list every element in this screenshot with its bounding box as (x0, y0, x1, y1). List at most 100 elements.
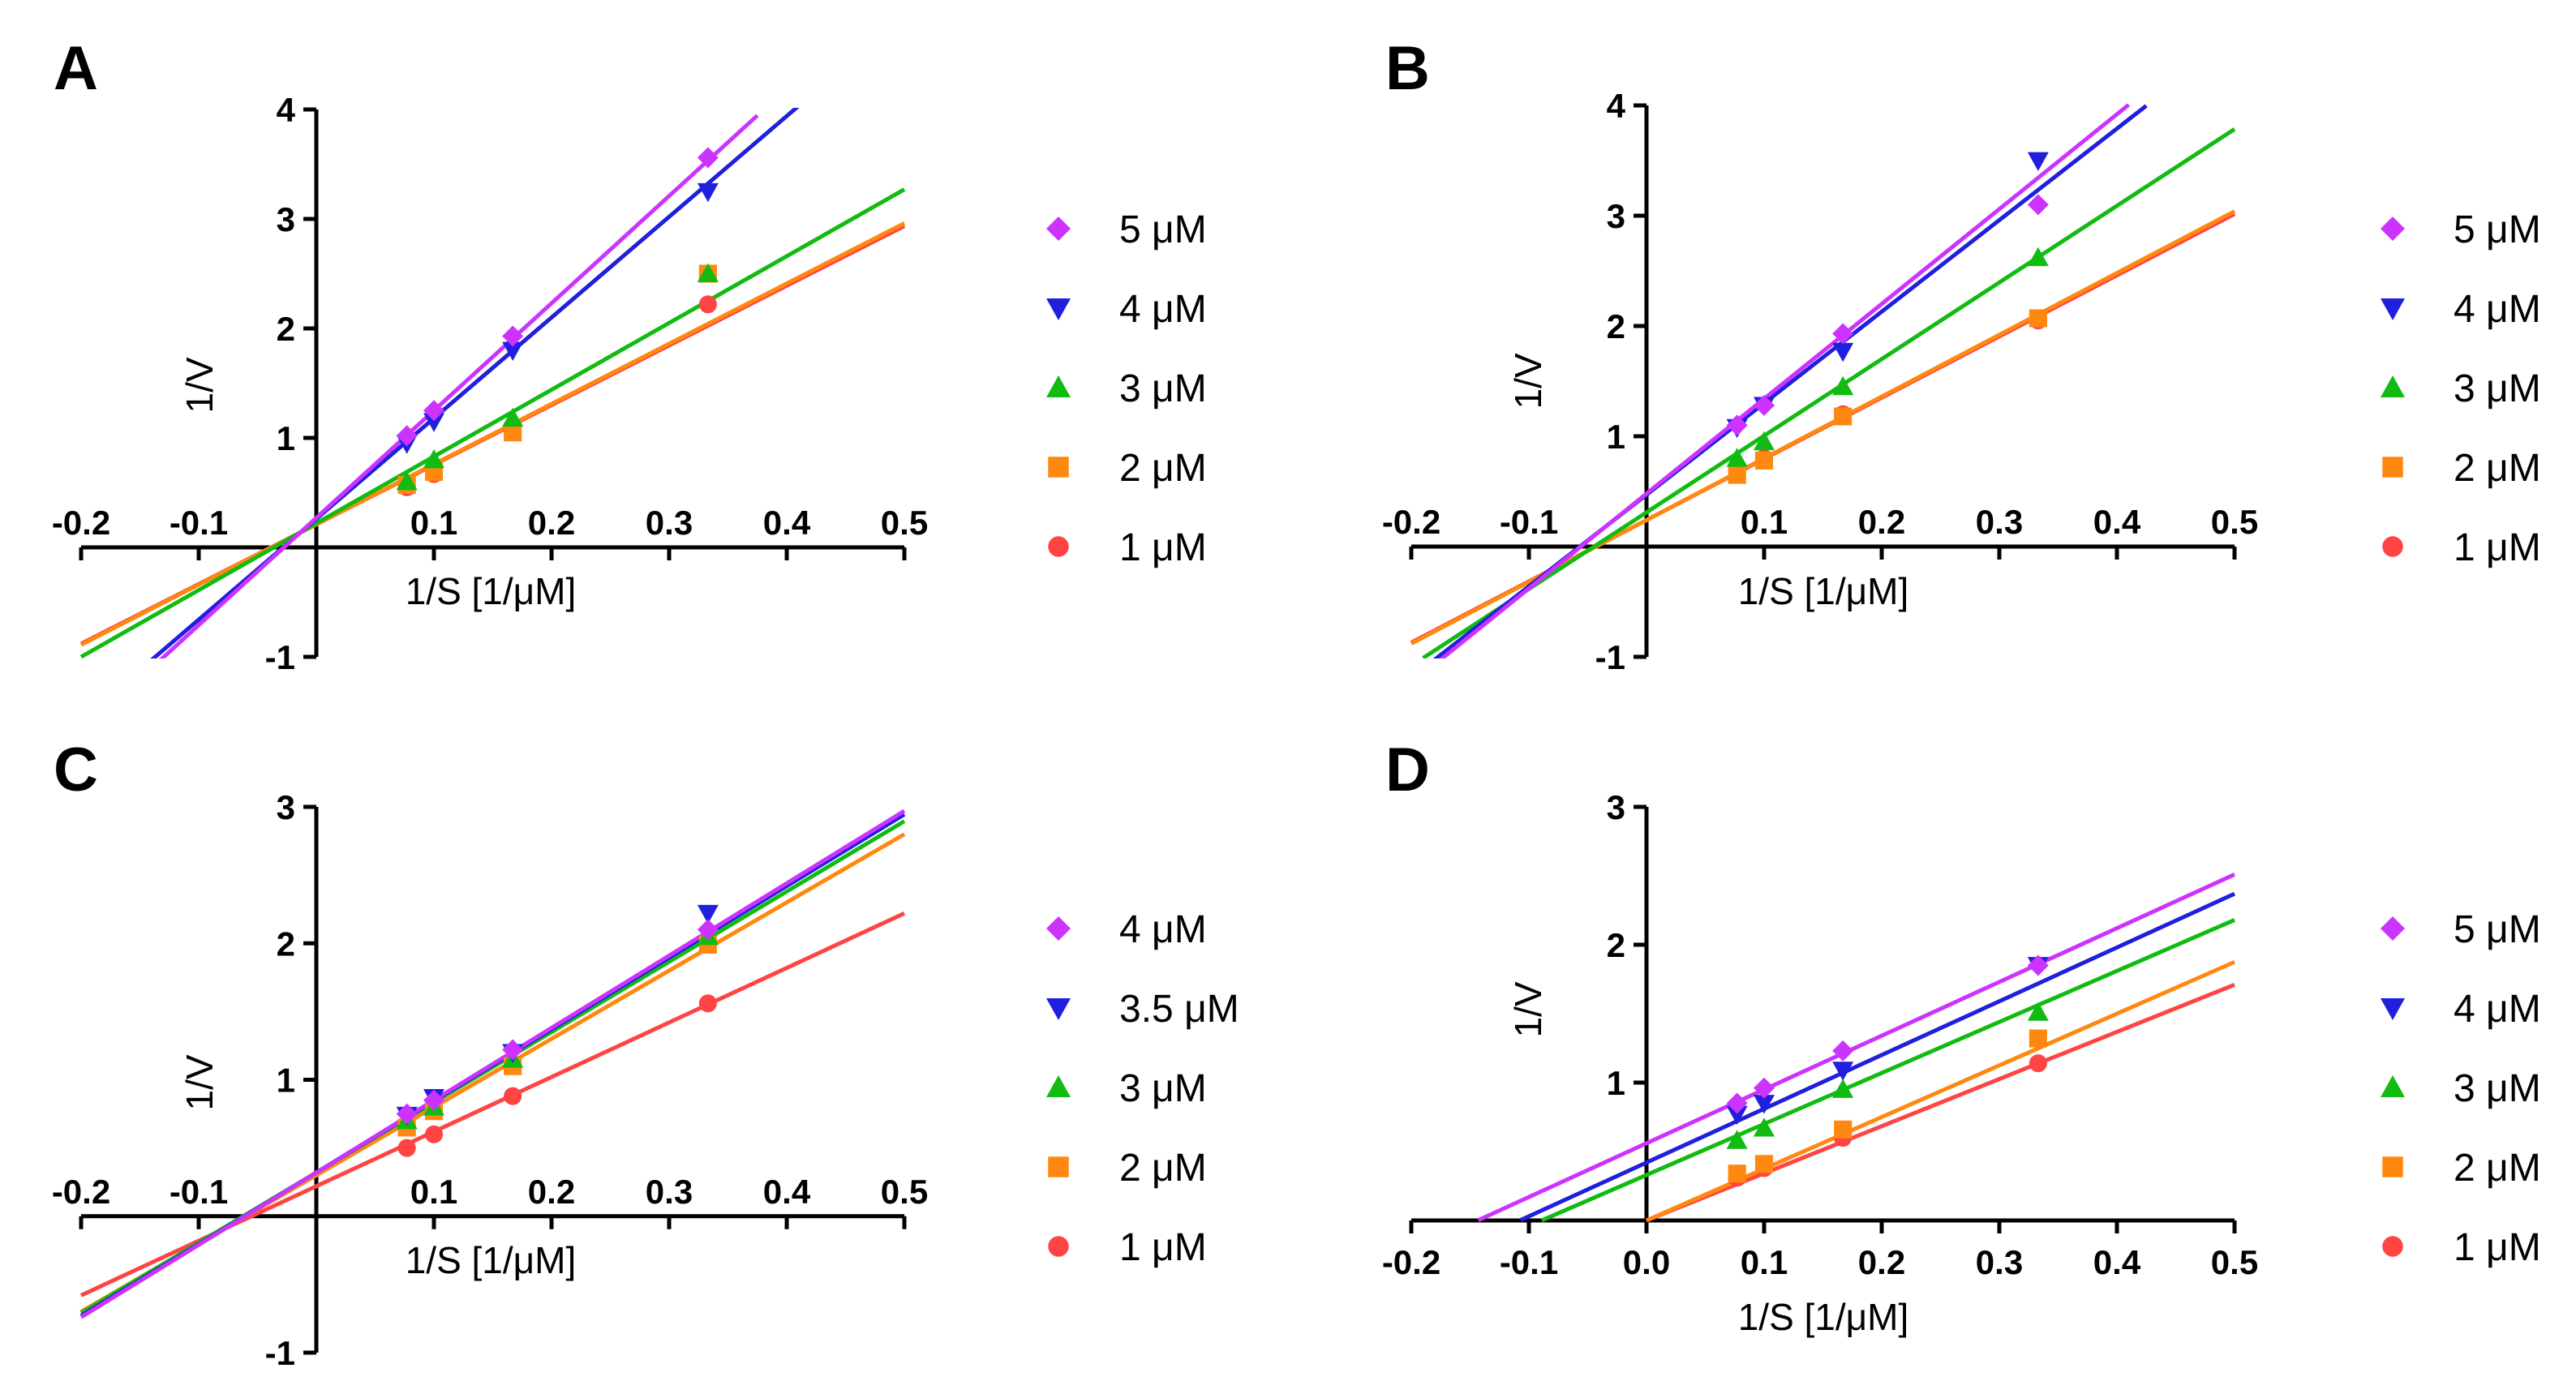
data-point (1754, 1077, 1775, 1099)
panel-letter: A (54, 34, 98, 103)
data-point (1754, 451, 1774, 470)
legend-label: 5 μM (2454, 208, 2541, 251)
legend-marker (2382, 1236, 2403, 1257)
y-tick-label: 3 (1607, 788, 1625, 826)
x-tick-label: 0.1 (410, 504, 457, 542)
x-tick-label: -0.1 (170, 1173, 228, 1211)
legend-label: 3 μM (1119, 367, 1207, 410)
data-point (502, 325, 524, 347)
legend-marker (1048, 1156, 1069, 1177)
x-tick-label: 0.4 (2093, 503, 2141, 541)
data-point (396, 425, 418, 447)
data-point (1754, 1117, 1775, 1137)
data-point (1726, 1092, 1748, 1114)
data-point (698, 295, 717, 314)
legend-marker (1046, 1075, 1071, 1097)
y-tick-label: -1 (265, 1334, 295, 1372)
legend-label: 3.5 μM (1119, 988, 1239, 1031)
data-point (396, 471, 418, 491)
legend-label: 4 μM (1119, 288, 1207, 331)
x-tick-label: 0.4 (763, 1173, 811, 1211)
legend-marker (2381, 998, 2405, 1020)
panel-letter: D (1385, 736, 1430, 804)
data-points (1726, 152, 2049, 484)
data-point (2027, 247, 2049, 267)
fit-line-3M (79, 187, 906, 658)
x-tick-label: -0.1 (1500, 503, 1558, 541)
data-point (1832, 1079, 1854, 1098)
data-point (1754, 431, 1775, 451)
data-point (1726, 414, 1748, 436)
data-point (504, 423, 522, 442)
y-tick-label: -1 (1595, 638, 1625, 676)
x-axis-label: 1/S [1/μM] (1738, 1296, 1909, 1338)
x-tick-label: 0.1 (410, 1173, 457, 1211)
x-tick-label: 0.1 (1741, 503, 1788, 541)
y-axis-label: 1/V (1507, 353, 1549, 409)
legend-label: 3 μM (2454, 367, 2541, 410)
data-point (1754, 394, 1775, 416)
y-tick-label: 1 (1607, 1064, 1625, 1102)
legend-marker (1046, 916, 1071, 941)
y-tick-label: 3 (277, 200, 295, 238)
legend-marker (2381, 375, 2405, 397)
x-tick-label: 0.4 (2093, 1243, 2141, 1281)
x-axis-label: 1/S [1/μM] (406, 1239, 577, 1281)
panel-a: A -0.2 -0.1 0.1 0.2 0.3 0.4 0.5 -1 1 2 3 4 1/V 1/S [1/… (52, 34, 1207, 676)
y-tick-label: 1 (277, 1062, 295, 1100)
data-point (502, 407, 524, 427)
data-point (1726, 1130, 1748, 1149)
legend-marker (1046, 375, 1071, 397)
y-tick-label: -1 (265, 638, 295, 676)
x-tick-label: 0.2 (1858, 503, 1905, 541)
x-tick-label: -0.1 (1500, 1243, 1558, 1281)
data-point (697, 147, 719, 169)
data-point (697, 263, 719, 282)
data-point (1754, 1155, 1774, 1173)
fit-line-4M (1519, 891, 2236, 1222)
legend-label: 2 μM (2454, 1147, 2541, 1190)
y-tick-label: 2 (277, 310, 295, 348)
x-tick-label: 0.3 (646, 1173, 693, 1211)
x-tick-label: -0.2 (1382, 503, 1440, 541)
data-point (2029, 1029, 2047, 1048)
legend: 5 μM 4 μM 3 μM 2 μM 1 μM (2381, 908, 2541, 1269)
data-point (1728, 1165, 1746, 1183)
data-points (396, 147, 719, 496)
x-tick-label: 0.5 (2211, 503, 2258, 541)
y-axis-label: 1/V (178, 1054, 221, 1110)
panel-d: D -0.2 -0.1 0.0 0.1 0.2 0.3 0.4 0.5 1 2 3 1/V 1/S [1/… (1382, 736, 2541, 1338)
data-point (424, 1125, 444, 1143)
data-point (396, 1103, 418, 1125)
x-tick-label: 0.5 (2211, 1243, 2258, 1281)
panel-letter: B (1385, 34, 1430, 103)
y-tick-label: 3 (277, 788, 295, 826)
x-tick-label: -0.1 (170, 504, 228, 542)
data-point (397, 1139, 416, 1157)
legend: 5 μM 4 μM 3 μM 2 μM 1 μM (1046, 208, 1207, 569)
y-tick-label: 2 (1607, 926, 1625, 964)
data-point (697, 919, 719, 941)
fit-line-3M (1422, 127, 2236, 658)
data-point (2029, 309, 2047, 328)
data-point (1728, 465, 1746, 484)
data-points (1726, 954, 2049, 1187)
data-point (502, 341, 524, 361)
fit-line-2M (79, 221, 906, 647)
data-point (423, 413, 444, 432)
data-point (2027, 1002, 2049, 1021)
x-tick-label: 0.5 (881, 1173, 928, 1211)
legend: 4 μM 3.5 μM 3 μM 2 μM 1 μM (1046, 908, 1239, 1269)
data-point (1754, 1095, 1775, 1114)
fit-lines (79, 809, 906, 1319)
fit-line-4M (79, 809, 906, 1319)
x-tick-label: 0.2 (528, 1173, 575, 1211)
data-points (396, 904, 719, 1157)
x-tick-label: 0.2 (528, 504, 575, 542)
legend-label: 1 μM (2454, 526, 2541, 569)
x-tick-label: 0.3 (646, 504, 693, 542)
data-point (1834, 1120, 1853, 1139)
fit-lines (1477, 873, 2236, 1222)
data-point (697, 904, 719, 924)
data-point (1726, 1105, 1748, 1126)
